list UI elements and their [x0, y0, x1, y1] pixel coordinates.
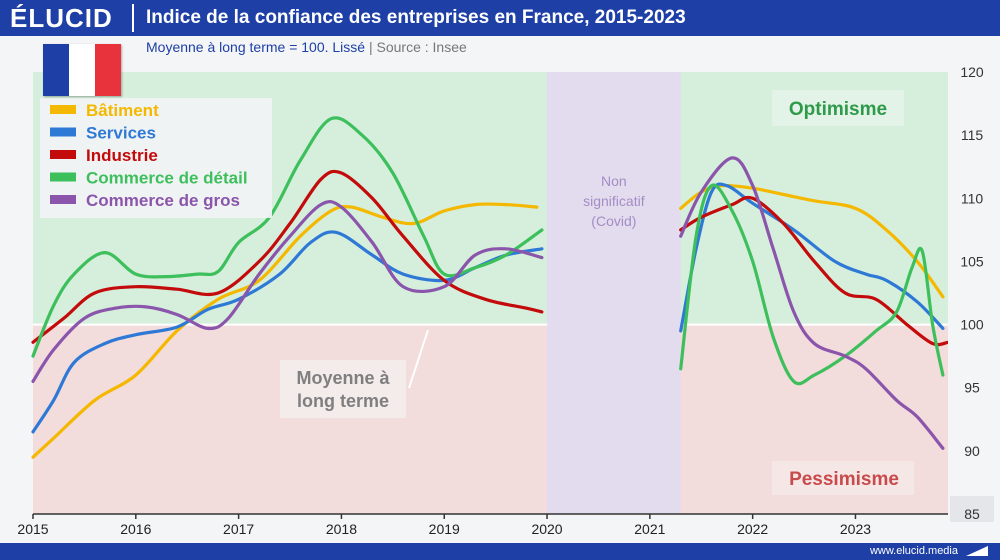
annotations: Optimisme Pessimisme Non significatif (Covid…	[280, 90, 914, 495]
optimism-label: Optimisme	[789, 99, 887, 120]
y-tick-label: 100	[960, 317, 984, 333]
x-tick-label: 2023	[840, 521, 871, 537]
covid-label-line: Non	[601, 173, 627, 189]
legend-label: Commerce de détail	[86, 169, 248, 188]
mean-label-line: long terme	[297, 391, 389, 411]
series-lines	[31, 116, 950, 459]
y-tick-label: 85	[964, 506, 980, 522]
y-tick-label: 95	[964, 380, 980, 396]
legend-swatch	[50, 195, 76, 204]
legend-swatch	[50, 105, 76, 114]
x-tick-label: 2019	[429, 521, 460, 537]
pessimism-label: Pessimisme	[789, 469, 899, 490]
x-tick-label: 2022	[737, 521, 768, 537]
x-tick-label: 2016	[120, 521, 151, 537]
legend-swatch	[50, 127, 76, 137]
covid-zone	[547, 72, 681, 514]
pessimism-label-box	[772, 461, 914, 495]
flag-blue	[43, 44, 69, 96]
subtitle-separator: |	[368, 39, 373, 55]
footer-bar	[0, 543, 1000, 560]
x-axis: 2015 2016 2017 2018 2019 2020 2021 2022 2023	[17, 513, 948, 537]
series-line-4-segment-0	[31, 200, 544, 383]
flag-white	[69, 44, 95, 96]
x-tick-label: 2020	[531, 521, 562, 537]
series-line-2-segment-0	[31, 169, 544, 344]
covid-label-line: (Covid)	[591, 213, 636, 229]
mean-pointer-line	[408, 329, 429, 389]
mean-label-line: Moyenne à	[296, 368, 390, 388]
y-axis-bottom-box	[950, 496, 994, 522]
legend-label: Bâtiment	[86, 101, 159, 120]
legend-swatch	[50, 150, 76, 159]
y-axis-panel	[948, 60, 1000, 516]
covid-label-line: significatif	[583, 193, 645, 209]
series-line-3-segment-1	[679, 183, 945, 386]
optimism-label-box	[772, 90, 904, 126]
elucid-mark-icon	[966, 546, 988, 556]
legend: Bâtiment Services Industrie Commerce de dét…	[40, 98, 272, 218]
y-tick-label: 120	[960, 64, 984, 80]
y-tick-label: 115	[961, 127, 984, 143]
x-tick-label: 2018	[326, 521, 357, 537]
series-line-0-segment-0	[31, 202, 539, 459]
chart-title: Indice de la confiance des entreprises e…	[146, 7, 686, 28]
header-bar: ÉLUCID Indice de la confiance des entrep…	[0, 0, 1000, 36]
legend-label: Industrie	[86, 146, 158, 165]
legend-label: Commerce de gros	[86, 191, 240, 210]
brand-logo: ÉLUCID	[10, 3, 113, 33]
subtitle-source: Source : Insee	[376, 39, 467, 55]
subtitle-main: Moyenne à long terme = 100. Lissé	[146, 39, 366, 55]
mean-label-box	[280, 360, 406, 418]
series-line-4-segment-1	[679, 156, 945, 450]
y-tick-label: 110	[961, 190, 984, 206]
series-line-2-segment-1	[679, 195, 950, 347]
legend-box	[40, 98, 272, 218]
y-tick-label: 105	[960, 253, 984, 269]
legend-swatch	[50, 172, 76, 182]
x-tick-label: 2017	[223, 521, 254, 537]
chart-subtitle: Moyenne à long terme = 100. Lissé | Sour…	[146, 39, 467, 55]
x-tick-label: 2015	[17, 521, 48, 537]
flag-red	[95, 44, 121, 96]
footer-url: www.elucid.media	[869, 545, 958, 557]
logo-separator	[132, 4, 134, 32]
france-flag-icon	[43, 44, 121, 96]
y-tick-label: 90	[964, 443, 980, 459]
y-axis: 85 90 95 100 105 110 115 120	[948, 60, 1000, 522]
legend-label: Services	[86, 124, 156, 143]
x-tick-label: 2021	[634, 521, 665, 537]
